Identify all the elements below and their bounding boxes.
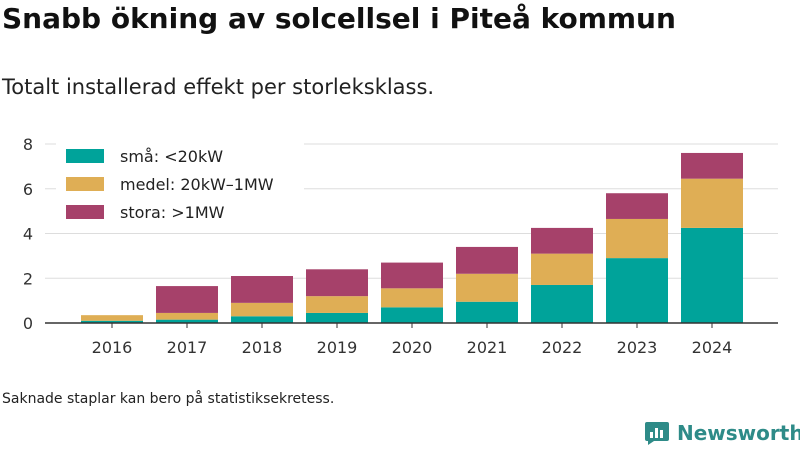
legend-label: små: <20kW xyxy=(120,147,223,166)
x-tick-label: 2020 xyxy=(392,338,433,357)
bar-chart-speech-bubble-icon xyxy=(645,422,669,445)
x-tick-label: 2022 xyxy=(542,338,583,357)
bar-segment xyxy=(381,262,443,289)
x-tick-label: 2019 xyxy=(317,338,358,357)
bar-segment xyxy=(456,273,518,302)
bar-segment xyxy=(81,320,143,323)
bar-segment xyxy=(606,218,668,259)
bar-segment xyxy=(681,178,743,228)
y-tick-label: 4 xyxy=(23,225,33,244)
bar-segment xyxy=(156,286,218,313)
x-tick-label: 2021 xyxy=(467,338,508,357)
footnote: Saknade staplar kan bero på statistiksek… xyxy=(2,391,335,407)
brand-name: Newsworthy xyxy=(677,421,800,445)
bar-segment xyxy=(531,227,593,254)
bar-segment xyxy=(606,193,668,219)
legend-label: medel: 20kW–1MW xyxy=(120,175,274,194)
bar-segment xyxy=(531,284,593,323)
x-tick-label: 2018 xyxy=(242,338,283,357)
newsworthy-logo: Newsworthy xyxy=(644,420,800,446)
bar-segment xyxy=(456,246,518,274)
bar-segment xyxy=(606,258,668,323)
chart-subtitle: Totalt installerad effekt per storlekskl… xyxy=(2,75,435,99)
x-tick-label: 2016 xyxy=(92,338,133,357)
bar-segment xyxy=(231,276,293,303)
bar-segment xyxy=(456,301,518,323)
bar-segment xyxy=(306,269,368,297)
bar-segment xyxy=(531,253,593,285)
y-tick-label: 6 xyxy=(23,180,33,199)
bar-segment xyxy=(381,307,443,323)
legend-swatch xyxy=(66,177,104,191)
x-tick-label: 2024 xyxy=(692,338,733,357)
y-tick-label: 0 xyxy=(23,314,33,333)
bar-segment xyxy=(681,152,743,179)
bar-segment xyxy=(156,319,218,323)
legend-label: stora: >1MW xyxy=(120,203,225,222)
legend-swatch xyxy=(66,205,104,219)
bar-segment xyxy=(306,312,368,323)
y-tick-label: 8 xyxy=(23,135,33,154)
bar-segment xyxy=(81,315,143,321)
legend-swatch xyxy=(66,149,104,163)
bar-segment xyxy=(306,296,368,313)
chart-title: Snabb ökning av solcellsel i Piteå kommu… xyxy=(2,2,676,35)
x-tick-label: 2023 xyxy=(617,338,658,357)
y-tick-label: 2 xyxy=(23,269,33,288)
bar-segment xyxy=(681,227,743,323)
bar-segment xyxy=(381,288,443,308)
bar-segment xyxy=(231,302,293,317)
x-tick-label: 2017 xyxy=(167,338,208,357)
bar-segment xyxy=(231,316,293,323)
bar-segment xyxy=(156,312,218,320)
